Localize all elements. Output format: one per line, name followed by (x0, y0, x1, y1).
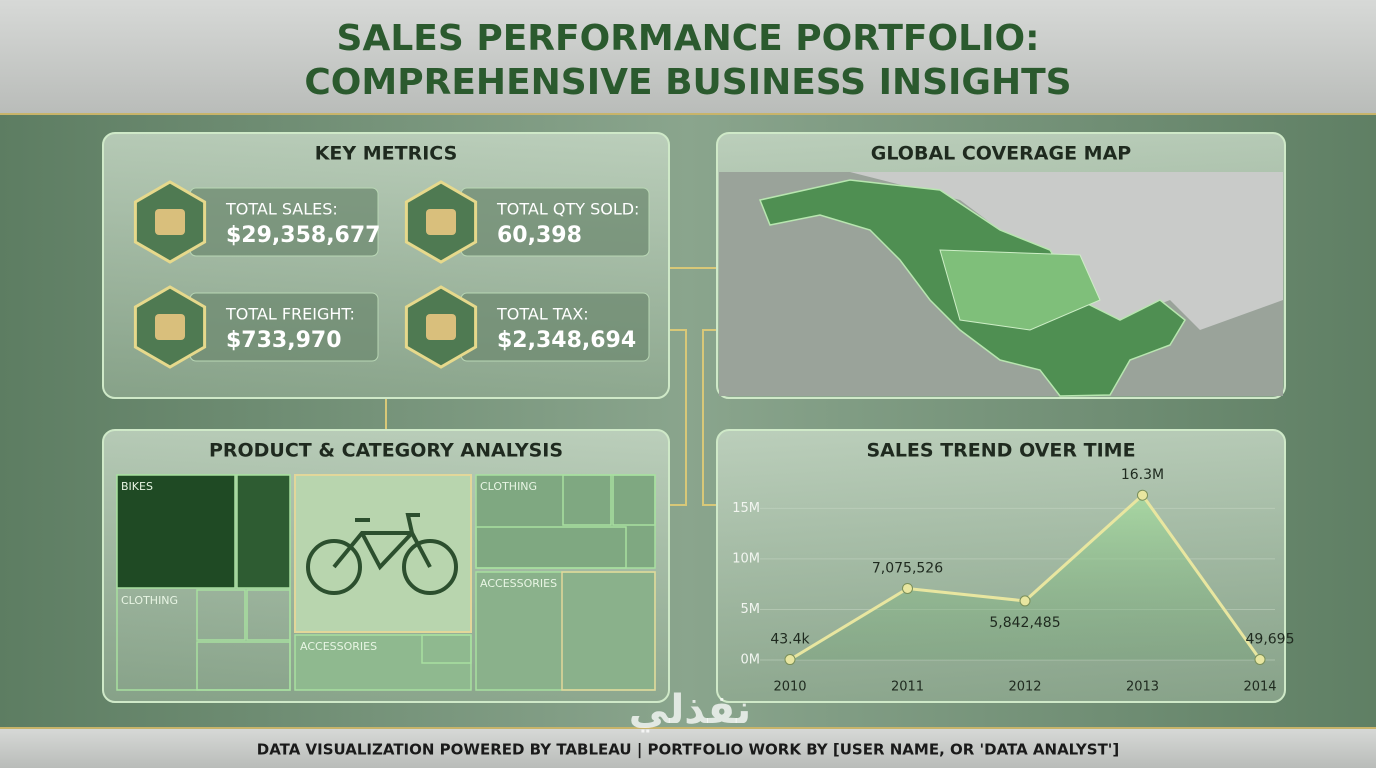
footer-band (0, 728, 1376, 768)
y-tick-label: 15M (732, 501, 760, 516)
treemap-cell (196, 589, 246, 641)
title-line: SALES PERFORMANCE PORTFOLIO: (337, 18, 1040, 59)
metric-value: 60,398 (497, 223, 582, 248)
metric-icon (426, 209, 456, 235)
panel-title: GLOBAL COVERAGE MAP (871, 143, 1131, 165)
data-label: 49,695 (1246, 631, 1295, 647)
treemap-cell (475, 571, 656, 691)
header-band (0, 0, 1376, 114)
metric-value: $733,970 (226, 328, 342, 353)
metric-value: $29,358,677 (226, 223, 380, 248)
y-tick-label: 0M (741, 653, 761, 668)
treemap-label: CLOTHING (121, 594, 178, 607)
treemap-cell (421, 634, 472, 664)
treemap-label: CLOTHING (480, 480, 537, 493)
point (1137, 489, 1148, 501)
panel-title: KEY METRICS (315, 143, 458, 165)
y-tick-label: 5M (741, 602, 761, 617)
x-tick-label: 2011 (891, 680, 924, 695)
area (790, 495, 1260, 660)
data-label: 7,075,526 (872, 560, 943, 576)
metric-label: TOTAL TAX: (496, 305, 589, 324)
metric-icon (155, 314, 185, 340)
treemap-cell (561, 571, 656, 691)
chart-title: SALES TREND OVER TIME (866, 440, 1135, 462)
line-chart: 0M 5M 10M 15M 2010 2011 2012 2013 2014 43.4k 7,075… (732, 467, 1294, 694)
treemap-cell (236, 474, 291, 589)
y-tick-label: 10M (732, 551, 760, 566)
x-tick-label: 2010 (773, 680, 806, 695)
treemap-cell (246, 589, 291, 641)
data-label: 43.4k (770, 632, 810, 648)
treemap-cell (475, 474, 656, 569)
data-label: 5,842,485 (989, 615, 1060, 631)
metric-icon (155, 209, 185, 235)
point (902, 582, 913, 594)
bike-tile (294, 474, 472, 633)
connector (385, 267, 717, 506)
map-land (850, 172, 1283, 330)
footer-text: DATA VISUALIZATION POWERED BY TABLEAU | … (257, 741, 1120, 760)
treemap-cell (612, 474, 656, 526)
panel-title: PRODUCT & CATEGORY ANALYSIS (209, 440, 563, 462)
treemap-cell (116, 474, 236, 589)
treemap-cell (562, 474, 612, 526)
metric-icon (426, 314, 456, 340)
data-label: 16.3M (1121, 467, 1164, 483)
x-tick-label: 2014 (1243, 680, 1276, 695)
point (1254, 653, 1266, 665)
panel (716, 429, 1286, 703)
metric-label: TOTAL QTY SOLD: (496, 200, 639, 219)
metric-label: TOTAL FREIGHT: (225, 305, 355, 324)
title-line: COMPREHENSIVE BUSINESS INSIGHTS (304, 62, 1071, 103)
metric-value: $2,348,694 (497, 328, 636, 353)
map-region (939, 249, 1101, 331)
metric-cards: TOTAL SALES: $29,358,677 TOTAL QTY SOLD: 60… (133, 180, 650, 369)
x-tick-label: 2013 (1126, 680, 1159, 695)
treemap-label: ACCESSORIES (480, 577, 557, 590)
point (784, 654, 796, 666)
treemap-cell (196, 641, 291, 691)
watermark: نفذلي (629, 687, 751, 733)
x-tick-label: 2012 (1008, 680, 1041, 695)
bike-icon (306, 513, 458, 595)
point (1019, 595, 1031, 607)
treemap-label: BIKES (121, 480, 153, 493)
treemap-label: ACCESSORIES (300, 640, 377, 653)
treemap-cell (475, 526, 627, 569)
metric-label: TOTAL SALES: (225, 200, 338, 219)
